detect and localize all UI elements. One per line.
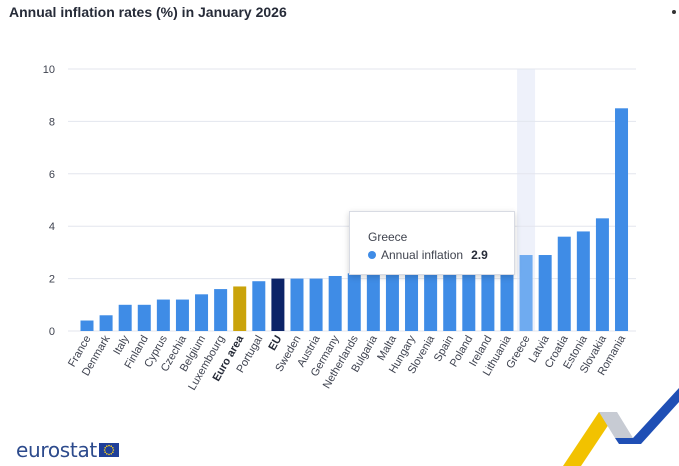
series-dot-icon [368,251,376,259]
logo-text: eurostat [16,438,97,462]
bar-hungary[interactable] [405,270,419,331]
y-tick-label: 2 [49,274,55,286]
bar-eu[interactable] [271,278,285,331]
bar-latvia[interactable] [538,255,552,331]
menu-dot-icon[interactable] [672,10,676,14]
decorative-ribbon-icon [563,388,679,466]
bar-italy[interactable] [118,304,132,331]
bar-bulgaria[interactable] [366,273,380,331]
tooltip-value: 2.9 [471,248,488,262]
bar-spain[interactable] [443,268,457,331]
y-tick-label: 4 [49,221,55,233]
bar-france[interactable] [80,320,94,331]
tooltip-row: Annual inflation 2.9 [368,248,488,262]
y-tick-label: 6 [49,169,55,181]
tooltip-title: Greece [368,230,408,244]
eurostat-logo[interactable]: eurostat [16,438,119,462]
bar-romania[interactable] [615,108,629,331]
bar-finland[interactable] [137,304,151,331]
bar-lithuania[interactable] [500,260,514,331]
bar-croatia[interactable] [557,236,571,331]
eu-flag-icon [98,443,119,457]
bar-slovakia[interactable] [595,218,609,331]
bar-luxembourg[interactable] [214,289,228,331]
bar-germany[interactable] [328,275,342,331]
bar-ireland[interactable] [481,262,495,331]
bar-portugal[interactable] [252,281,266,331]
bar-czechia[interactable] [175,299,189,331]
bar-denmark[interactable] [99,315,113,331]
bar-poland[interactable] [462,262,476,331]
tooltip-series-label: Annual inflation [381,248,464,262]
y-tick-label: 8 [49,116,55,128]
bar-sweden[interactable] [290,278,304,331]
y-tick-label: 10 [43,64,55,76]
bar-greece[interactable] [519,255,533,331]
bar-belgium[interactable] [195,294,209,331]
chart-title: Annual inflation rates (%) in January 20… [9,4,287,20]
chart-tooltip: Greece Annual inflation 2.9 [349,211,515,275]
bar-slovenia[interactable] [424,268,438,331]
bar-euro-area[interactable] [233,286,247,331]
bar-estonia[interactable] [576,231,590,331]
y-tick-label: 0 [49,326,55,338]
bar-netherlands[interactable] [347,273,361,331]
x-tick-label: EU [266,333,284,352]
bar-austria[interactable] [309,278,323,331]
bar-cyprus[interactable] [156,299,170,331]
bar-malta[interactable] [385,270,399,331]
